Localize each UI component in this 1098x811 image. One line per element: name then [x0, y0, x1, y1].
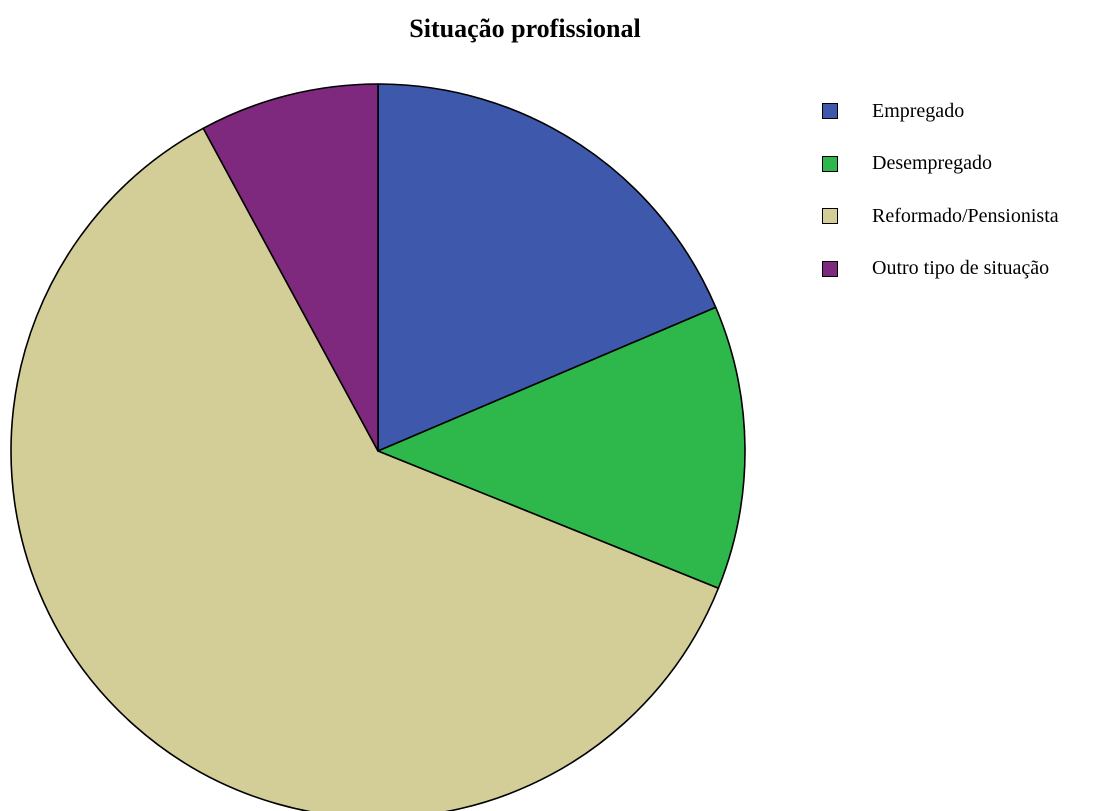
legend-label-desempregado: Desempregado — [872, 152, 992, 174]
legend-item-empregado: Empregado — [822, 98, 1092, 124]
pie-slice-reformado-pensionista — [10, 127, 720, 811]
pie-slices — [10, 83, 746, 811]
legend-label-reformado-pensionista: Reformado/Pensionista — [872, 204, 1059, 227]
pie-slice-desempregado — [377, 306, 746, 590]
legend-swatch-reformado-pensionista — [822, 208, 838, 224]
legend-item-reformado-pensionista: Reformado/Pensionista — [822, 203, 1092, 229]
legend-swatch-outro-tipo-de-situacao — [822, 260, 838, 277]
pie-slice-outro-tipo-de-situacao — [202, 83, 379, 452]
chart-legend: Empregado Desempregado Reformado/Pension… — [822, 98, 1092, 308]
legend-item-outro-tipo-de-situacao: Outro tipo de situação — [822, 256, 1092, 282]
legend-item-desempregado: Desempregado — [822, 151, 1092, 177]
legend-label-outro-tipo-de-situacao: Outro tipo de situação — [872, 257, 1050, 279]
legend-swatch-empregado — [822, 103, 838, 119]
pie-slice-empregado — [377, 83, 717, 452]
legend-label-empregado: Empregado — [872, 99, 965, 122]
chart-title: Situação profissional — [409, 14, 641, 43]
legend-swatch-desempregado — [822, 155, 838, 172]
